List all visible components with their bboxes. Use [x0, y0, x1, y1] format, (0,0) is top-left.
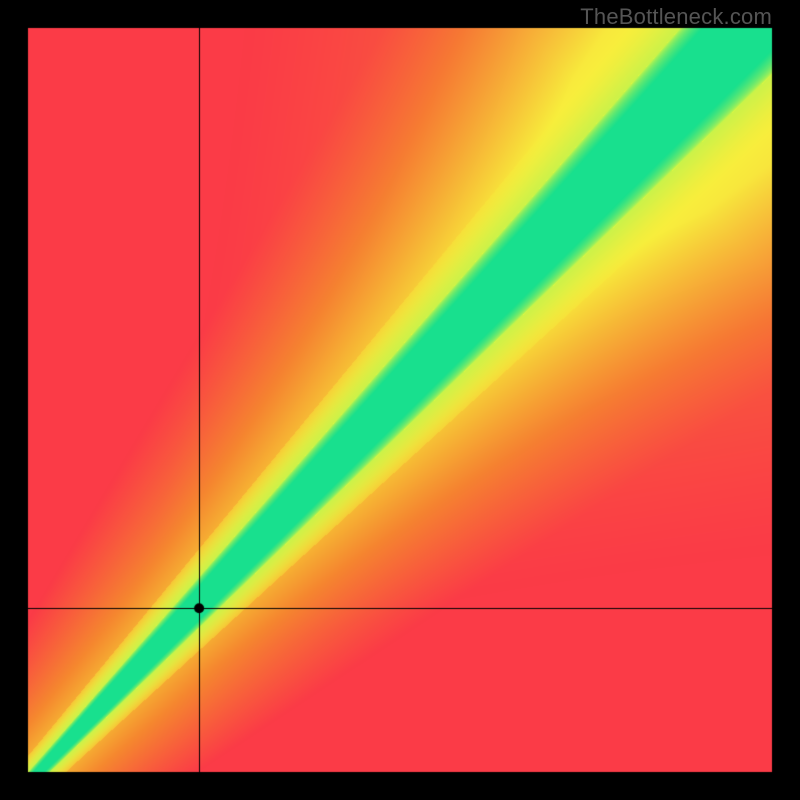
- watermark-text: TheBottleneck.com: [580, 4, 772, 30]
- bottleneck-heatmap-canvas: [0, 0, 800, 800]
- chart-container: TheBottleneck.com: [0, 0, 800, 800]
